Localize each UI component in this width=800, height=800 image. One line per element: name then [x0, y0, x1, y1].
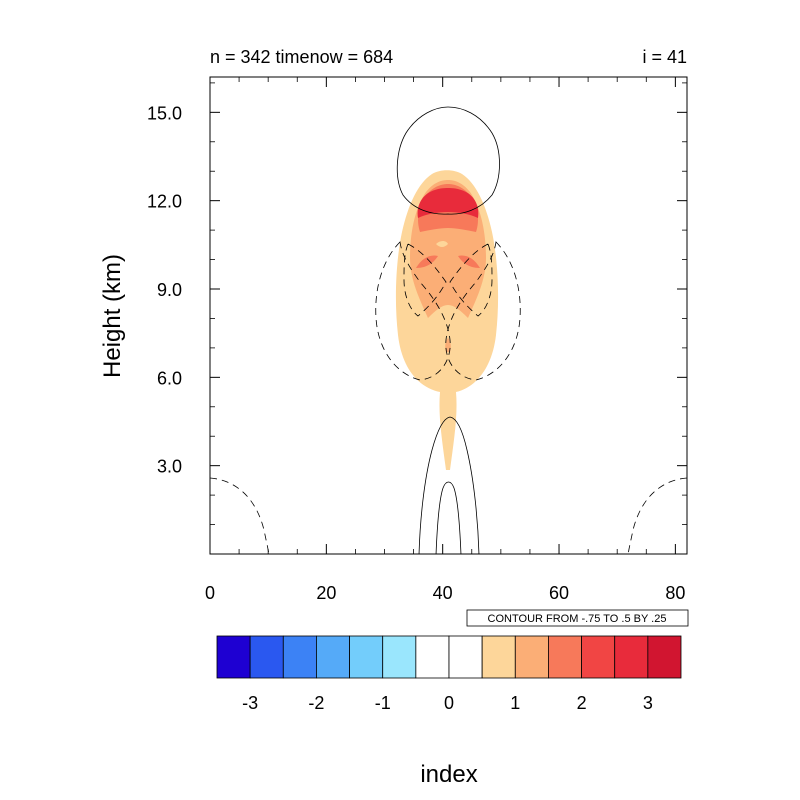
colorbar-box [216, 635, 251, 679]
title-left: n = 342 timenow = 684 [210, 47, 393, 67]
contour-info-box: CONTOUR FROM -.75 TO .5 BY .25 [466, 609, 689, 627]
contour-dashed-left-inner [403, 243, 447, 317]
y-tick-label: 3.0 [157, 457, 182, 477]
shade-level-2b [445, 338, 451, 352]
contour-lines [210, 106, 687, 554]
contour-dashed-bottom-left [210, 477, 270, 554]
x-tick-label: 0 [205, 583, 215, 603]
colorbar-box [415, 635, 450, 679]
y-tick-label: 6.0 [157, 368, 182, 388]
colorbar-label: 1 [510, 693, 520, 713]
colorbar-label: 2 [577, 693, 587, 713]
contour-solid-cap [396, 106, 500, 215]
contour-solid-column-outer [418, 416, 480, 554]
title-right: i = 41 [642, 47, 687, 67]
x-tick-label: 60 [549, 583, 569, 603]
contour-dashed-right-inner [449, 243, 493, 317]
colorbar-box [249, 635, 284, 679]
contour-info-text: CONTOUR FROM -.75 TO .5 BY .25 [488, 613, 667, 625]
colorbar-box [481, 635, 516, 679]
colorbar-label: 0 [444, 693, 454, 713]
colorbar-label: -3 [242, 693, 258, 713]
colorbar-box [548, 635, 582, 679]
contour-solid-column-inner [435, 481, 462, 554]
x-axis-title: index [420, 761, 477, 788]
colorbar-box [382, 635, 417, 679]
shade-level-3 [417, 188, 479, 218]
shaded-field [395, 170, 499, 470]
colorbar-box [282, 635, 317, 679]
x-tick-label: 40 [433, 583, 453, 603]
colorbar-box [581, 635, 616, 679]
x-tick-label: 20 [316, 583, 336, 603]
colorbar-box [514, 635, 549, 679]
shade-level-2-5b [416, 255, 480, 268]
contour-dashed-left-lobe [375, 241, 451, 381]
colorbar-label: 3 [643, 693, 653, 713]
colorbar-box [614, 635, 649, 679]
contour-dashed-bottom-right [627, 477, 687, 554]
plot-frame [209, 76, 688, 555]
axes: 0 20 40 60 80 3.0 6.0 9.0 12.0 15.0 [147, 77, 687, 603]
shade-gap-left [436, 241, 448, 247]
y-tick-label: 12.0 [147, 192, 182, 212]
y-axis-title: Height (km) [99, 254, 126, 378]
colorbar-box [448, 635, 483, 679]
x-tick-label: 80 [665, 583, 685, 603]
y-tick-label: 15.0 [147, 103, 182, 123]
colorbar-label: -2 [308, 693, 324, 713]
colorbar-box [316, 635, 350, 679]
colorbar-box [349, 635, 384, 679]
y-tick-label: 9.0 [157, 280, 182, 300]
colorbar-label: -1 [375, 693, 391, 713]
contour-dashed-right-lobe [445, 241, 521, 381]
colorbar-box [647, 635, 682, 679]
colorbar: -3 -2 -1 0 1 2 3 [216, 635, 682, 713]
